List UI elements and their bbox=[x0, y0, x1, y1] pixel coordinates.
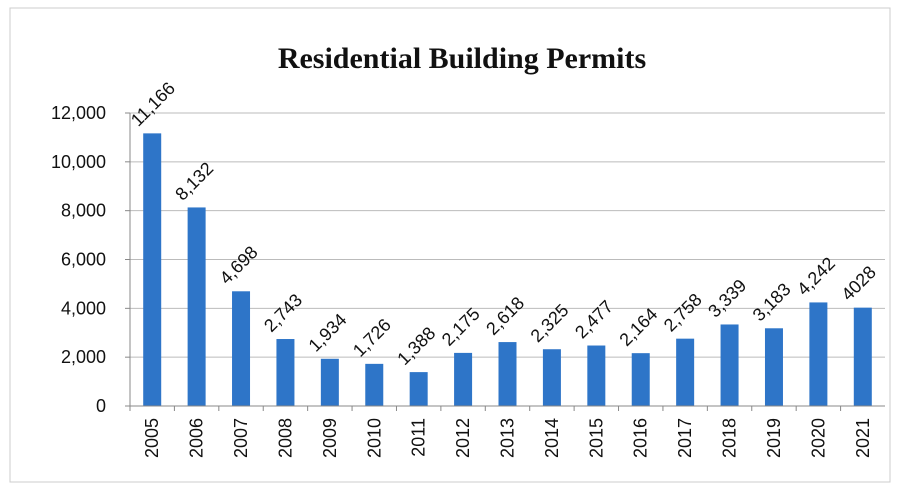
x-tick-label: 2012 bbox=[453, 418, 473, 458]
bar bbox=[720, 324, 739, 406]
data-label: 1,388 bbox=[393, 323, 439, 369]
data-label: 4028 bbox=[837, 262, 879, 304]
data-label: 2,325 bbox=[527, 300, 573, 346]
y-tick-label: 4,000 bbox=[61, 298, 106, 318]
y-tick-label: 0 bbox=[96, 396, 106, 416]
data-label: 3,339 bbox=[704, 275, 750, 321]
x-tick-label: 2010 bbox=[364, 418, 384, 458]
bar bbox=[232, 291, 251, 406]
data-label: 4,242 bbox=[793, 253, 839, 299]
x-tick-label: 2013 bbox=[498, 418, 518, 458]
bar bbox=[498, 342, 517, 406]
bar bbox=[187, 207, 206, 406]
data-label: 2,175 bbox=[438, 304, 484, 350]
bar bbox=[143, 133, 162, 406]
x-tick-label: 2021 bbox=[853, 418, 873, 458]
x-tick-label: 2011 bbox=[409, 418, 429, 457]
data-label: 2,477 bbox=[571, 296, 617, 342]
data-label: 3,183 bbox=[749, 279, 795, 325]
bar bbox=[764, 328, 783, 406]
x-tick-label: 2006 bbox=[187, 418, 207, 458]
x-tick-label: 2015 bbox=[586, 418, 606, 458]
chart-title: Residential Building Permits bbox=[278, 42, 646, 75]
chart-border bbox=[9, 7, 891, 483]
bar bbox=[676, 338, 695, 406]
y-tick-label: 2,000 bbox=[61, 347, 106, 367]
data-label: 2,758 bbox=[660, 289, 706, 335]
bar bbox=[409, 372, 428, 406]
x-tick-label: 2019 bbox=[764, 418, 784, 458]
data-label: 2,164 bbox=[615, 304, 661, 350]
data-label: 4,698 bbox=[216, 242, 262, 288]
y-tick-label: 12,000 bbox=[51, 103, 106, 123]
data-label: 2,743 bbox=[260, 290, 306, 336]
y-tick-label: 8,000 bbox=[61, 201, 106, 221]
data-label: 8,132 bbox=[171, 158, 217, 204]
bar bbox=[542, 349, 561, 406]
data-label: 1,726 bbox=[349, 315, 395, 361]
bar bbox=[809, 302, 828, 406]
x-tick-label: 2018 bbox=[720, 418, 740, 458]
x-tick-label: 2016 bbox=[631, 418, 651, 458]
y-tick-label: 6,000 bbox=[61, 250, 106, 270]
x-tick-label: 2009 bbox=[320, 418, 340, 458]
bar bbox=[454, 352, 473, 406]
data-label: 2,618 bbox=[482, 293, 528, 339]
x-tick-label: 2017 bbox=[675, 418, 695, 458]
data-label: 1,934 bbox=[305, 310, 351, 356]
bar bbox=[365, 363, 384, 406]
y-tick-label: 10,000 bbox=[51, 152, 106, 172]
x-tick-label: 2007 bbox=[231, 418, 251, 458]
bar bbox=[631, 353, 650, 406]
bar bbox=[320, 358, 339, 406]
bar bbox=[853, 307, 872, 406]
x-tick-label: 2005 bbox=[142, 418, 162, 458]
x-tick-label: 2020 bbox=[808, 418, 828, 458]
data-label: 11,166 bbox=[127, 78, 179, 130]
bar bbox=[276, 339, 295, 406]
bar bbox=[587, 345, 606, 406]
x-tick-label: 2008 bbox=[275, 418, 295, 458]
x-tick-label: 2014 bbox=[542, 418, 562, 458]
